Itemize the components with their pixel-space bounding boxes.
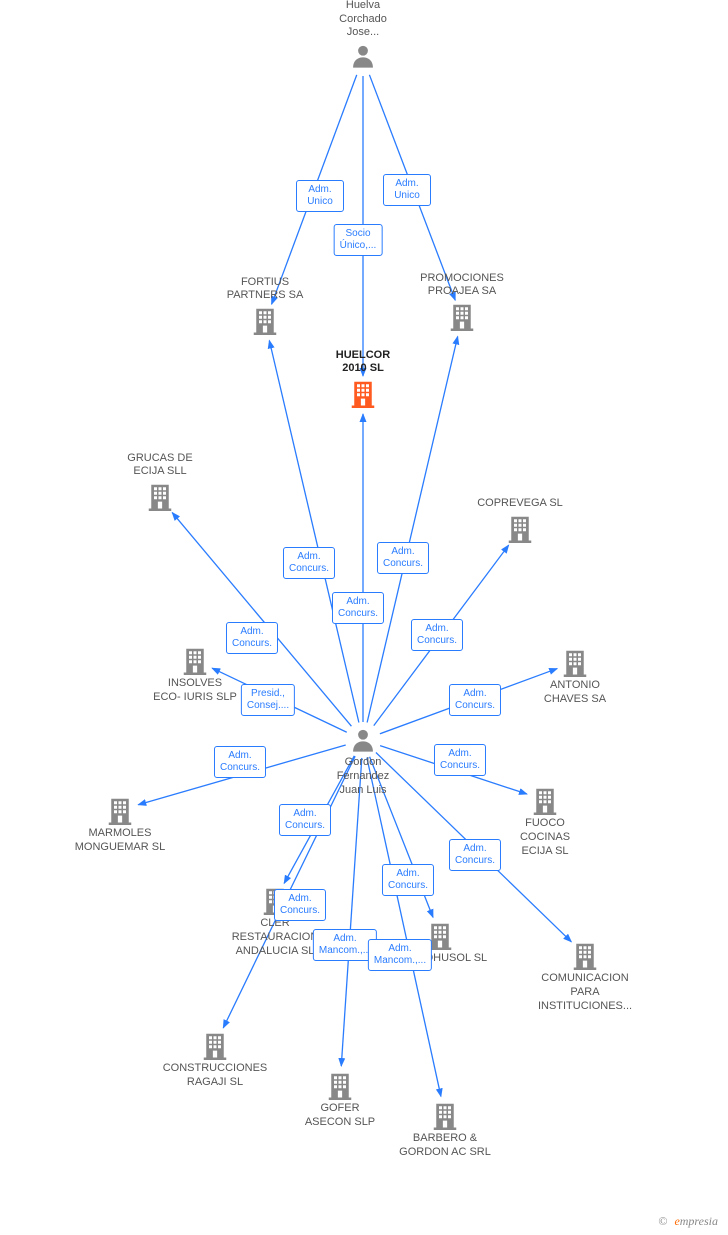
edge-gordon-to-marmoles	[138, 745, 345, 805]
brand-rest: mpresia	[680, 1214, 718, 1228]
diagram-canvas	[0, 0, 728, 1235]
footer-attribution: © empresia	[658, 1214, 718, 1229]
copyright-symbol: ©	[658, 1214, 667, 1228]
edge-gordon-to-gofer	[341, 758, 362, 1066]
edge-gordon-to-antonio	[380, 669, 557, 734]
edge-gordon-to-fortius	[269, 340, 359, 722]
edge-gordon-to-barbero	[367, 758, 441, 1097]
edge-gordon-to-proajea	[367, 336, 458, 722]
edge-gordon-to-grucas	[172, 513, 351, 727]
edge-huelva-to-proajea	[369, 75, 455, 300]
edge-gordon-to-fuoco	[380, 746, 527, 794]
edge-gordon-to-cler	[284, 756, 354, 884]
edge-gordon-to-insolves	[212, 668, 347, 732]
edge-huelva-to-fortius	[272, 75, 357, 304]
edge-gordon-to-procohu	[370, 757, 433, 918]
edge-gordon-to-ragaji	[223, 756, 355, 1028]
edge-gordon-to-coprevega	[374, 545, 509, 725]
